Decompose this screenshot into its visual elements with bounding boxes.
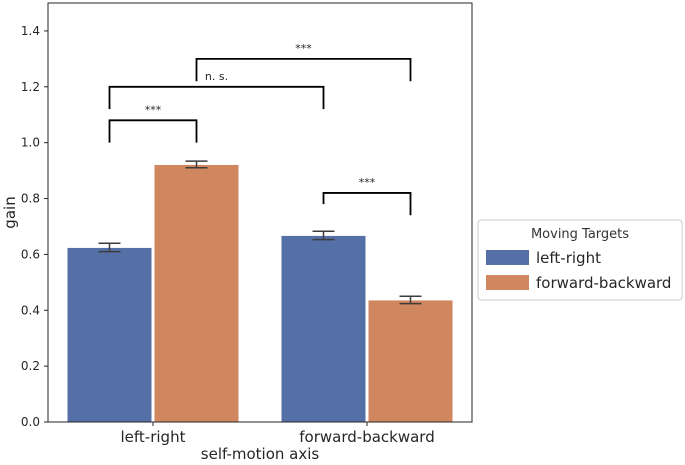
y-axis: 0.0 0.2 0.4 0.6 0.8 1.0 1.2 1.4 bbox=[21, 24, 48, 429]
error-bar bbox=[185, 160, 208, 169]
significance-bracket: n. s. bbox=[108, 70, 325, 110]
significance-bracket: *** bbox=[195, 42, 412, 82]
x-tick-label: left-right bbox=[121, 428, 186, 446]
bar-forward-backward-left-right bbox=[280, 234, 367, 423]
legend-label: forward-backward bbox=[536, 274, 671, 292]
legend-entry: left-right bbox=[486, 249, 601, 267]
x-axis-label: self-motion axis bbox=[201, 445, 320, 463]
legend-swatch bbox=[486, 275, 529, 290]
bracket-line bbox=[195, 57, 412, 82]
x-tick-label: forward-backward bbox=[299, 428, 434, 446]
bracket-line bbox=[108, 119, 198, 143]
significance-label: *** bbox=[145, 103, 162, 116]
error-bar bbox=[399, 295, 422, 305]
significance-brackets: *** n. s. *** *** bbox=[108, 42, 412, 216]
bar-forward-backward-forward-backward bbox=[367, 299, 454, 423]
significance-bracket: *** bbox=[322, 176, 412, 216]
y-tick-label: 1.2 bbox=[21, 80, 40, 94]
y-tick-label: 0.2 bbox=[21, 359, 40, 373]
legend: Moving Targets left-right forward-backwar… bbox=[477, 219, 683, 301]
legend-swatch bbox=[486, 250, 529, 265]
y-tick-label: 0.8 bbox=[21, 192, 40, 206]
bars bbox=[66, 163, 454, 423]
x-axis: left-right forward-backward bbox=[121, 422, 435, 446]
bracket-line bbox=[322, 192, 412, 216]
error-bar bbox=[312, 230, 335, 241]
y-tick-label: 0.0 bbox=[21, 415, 40, 429]
legend-label: left-right bbox=[536, 249, 601, 267]
significance-bracket: *** bbox=[108, 103, 198, 143]
bar-left-right-forward-backward bbox=[153, 163, 240, 423]
plot-area-frame bbox=[47, 2, 473, 423]
legend-title: Moving Targets bbox=[531, 227, 629, 242]
y-axis-label: gain bbox=[1, 196, 19, 228]
legend-entry: forward-backward bbox=[486, 274, 671, 292]
y-tick-label: 1.4 bbox=[21, 24, 40, 38]
significance-label: *** bbox=[295, 42, 312, 55]
error-bars bbox=[98, 160, 422, 305]
error-bar bbox=[98, 242, 121, 253]
y-tick-label: 0.6 bbox=[21, 247, 40, 261]
bracket-line bbox=[108, 85, 325, 110]
significance-label: n. s. bbox=[205, 70, 228, 83]
y-tick-label: 0.4 bbox=[21, 303, 40, 317]
y-tick-label: 1.0 bbox=[21, 136, 40, 150]
significance-label: *** bbox=[359, 176, 376, 189]
bar-left-right-left-right bbox=[66, 246, 153, 423]
